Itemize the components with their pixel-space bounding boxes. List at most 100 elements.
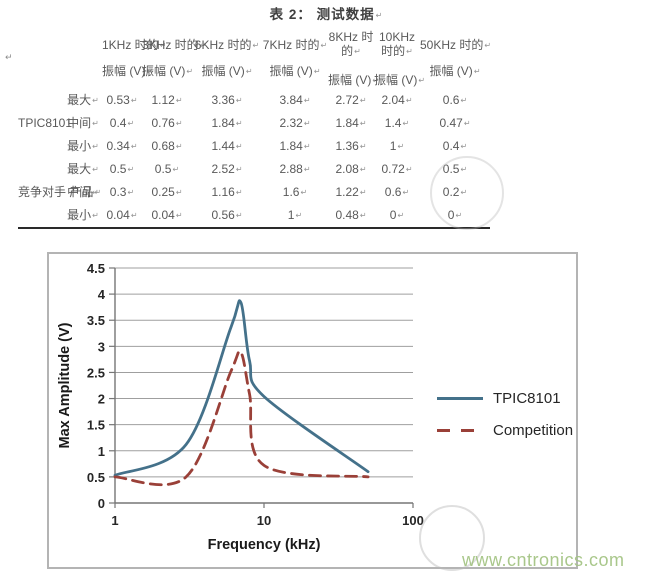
value-cell: 0.72↵ bbox=[381, 162, 413, 176]
value-cell: 0.04↵ bbox=[151, 208, 183, 222]
paragraph-mark: ↵ bbox=[460, 96, 468, 105]
paragraph-mark: ↵ bbox=[303, 165, 311, 174]
frequency-header-row: 1KHz 时的↵ 3KHz 时的↵ 6KHz 时的↵ 7KHz 时的↵ 8KHz 时的↵… bbox=[18, 26, 491, 64]
stat-label: 最大↵ bbox=[67, 162, 99, 176]
stat-label: 最小↵ bbox=[67, 139, 99, 153]
value-cell: 0.76↵ bbox=[151, 116, 183, 130]
series-line-tpic8101 bbox=[113, 299, 370, 477]
table-row: 竞争对手 产品↵ 最大↵ 0.5↵ 0.5↵ 2.52↵ 2.88↵ 2.08↵ 0.72↵ 0… bbox=[18, 158, 490, 199]
watermark-logo-circle-chart bbox=[419, 505, 485, 571]
value-cell: 1.4↵ bbox=[384, 116, 410, 130]
x-tick-label: 1 bbox=[111, 513, 118, 528]
legend-line-sample bbox=[437, 429, 483, 432]
amp-header: 振幅 (V)↵ bbox=[328, 73, 380, 87]
freq-header: 8KHz 时的↵ bbox=[328, 30, 374, 58]
paragraph-mark: ↵ bbox=[359, 96, 367, 105]
table-row: 中间↵ 0.3↵ 0.25↵ 1.16↵ 1.6↵ 1.22↵ 0.6↵ 0.2↵ bbox=[18, 181, 490, 204]
table-row: 中间↵ 0.4↵ 0.76↵ 1.84↵ 2.32↵ 1.84↵ 1.4↵ 0.47↵ bbox=[18, 112, 490, 135]
corner-cell bbox=[18, 26, 64, 64]
y-tick-label: 3.5 bbox=[87, 313, 105, 328]
legend-line-sample bbox=[437, 397, 483, 400]
value-cell: 0.25↵ bbox=[151, 185, 183, 199]
paragraph-mark: ↵ bbox=[92, 142, 99, 151]
value-cell: 0.3↵ bbox=[109, 185, 135, 199]
stat-label: 最大↵ bbox=[67, 93, 99, 107]
paragraph-mark: ↵ bbox=[92, 211, 99, 220]
paragraph-mark: ↵ bbox=[300, 188, 308, 197]
paragraph-mark: ↵ bbox=[199, 40, 207, 50]
margin-paragraph-mark: ↵ bbox=[5, 52, 13, 62]
y-tick-label: 3 bbox=[98, 339, 105, 354]
chart-plot-svg: 0 0.5 1 1.5 2 2.5 3 3.5 4 4.5 1 10 100 Frequency (kHz… bbox=[57, 261, 424, 553]
paragraph-mark: ↵ bbox=[175, 96, 183, 105]
value-cell: 0.56↵ bbox=[211, 208, 243, 222]
amp-header: 振幅 (V)↵ bbox=[374, 73, 426, 87]
value-cell: 1.84↵ bbox=[211, 116, 243, 130]
y-tick-label: 1 bbox=[98, 444, 105, 459]
paragraph-mark: ↵ bbox=[130, 96, 138, 105]
amp-header: 振幅 (V)↵ bbox=[201, 64, 253, 78]
freq-header: 7KHz 时的↵ bbox=[262, 37, 328, 52]
y-tick-label: 4.5 bbox=[87, 261, 105, 276]
paragraph-mark: ↵ bbox=[252, 40, 260, 50]
x-tick-label: 100 bbox=[402, 513, 424, 528]
value-cell: 1↵ bbox=[389, 139, 405, 153]
paragraph-mark: ↵ bbox=[235, 119, 243, 128]
amplitude-header-row: 振幅 (V)↵ 振幅 (V)↵ 振幅 (V)↵ 振幅 (V)↵ 振幅 (V)↵ 振幅 (V… bbox=[18, 64, 490, 89]
watermark-logo-circle-table bbox=[430, 156, 504, 230]
paragraph-mark: ↵ bbox=[159, 40, 167, 50]
y-tick-label: 2.5 bbox=[87, 365, 105, 380]
series-line-competition bbox=[113, 349, 370, 487]
value-cell: 0.34↵ bbox=[106, 139, 138, 153]
value-cell: 0.5↵ bbox=[154, 162, 180, 176]
paragraph-mark: ↵ bbox=[473, 67, 481, 76]
paragraph-mark: ↵ bbox=[94, 188, 102, 197]
paragraph-mark: ↵ bbox=[175, 142, 183, 151]
value-cell: 3.84↵ bbox=[279, 93, 311, 107]
value-cell: 0.68↵ bbox=[151, 139, 183, 153]
table-row: 最小↵ 0.04↵ 0.04↵ 0.56↵ 1↵ 0.48↵ 0↵ 0↵ bbox=[18, 204, 490, 228]
paragraph-mark: ↵ bbox=[172, 165, 180, 174]
value-cell: 2.52↵ bbox=[211, 162, 243, 176]
paragraph-mark: ↵ bbox=[235, 211, 243, 220]
value-cell: 0.4↵ bbox=[442, 139, 468, 153]
paragraph-mark: ↵ bbox=[130, 211, 138, 220]
paragraph-mark: ↵ bbox=[127, 188, 135, 197]
value-cell: 1↵ bbox=[287, 208, 303, 222]
paragraph-mark: ↵ bbox=[397, 211, 405, 220]
freq-header: 1KHz 时的↵ bbox=[102, 37, 167, 52]
paragraph-mark: ↵ bbox=[397, 142, 405, 151]
watermark-url: www.cntronics.com bbox=[462, 550, 625, 570]
value-cell: 2.72↵ bbox=[335, 93, 367, 107]
stat-label: 中间↵ bbox=[67, 185, 99, 199]
paragraph-mark: ↵ bbox=[186, 67, 194, 76]
paragraph-mark: ↵ bbox=[127, 165, 135, 174]
y-tick-label: 0.5 bbox=[87, 470, 105, 485]
table-row: 最小↵ 0.34↵ 0.68↵ 1.44↵ 1.84↵ 1.36↵ 1↵ 0.4↵ bbox=[18, 135, 490, 158]
x-axis-title: Frequency (kHz) bbox=[208, 537, 321, 553]
value-cell: 0.4↵ bbox=[109, 116, 135, 130]
value-cell: 1.6↵ bbox=[282, 185, 308, 199]
stat-label: 中间↵ bbox=[67, 116, 99, 130]
value-cell: 0.04↵ bbox=[106, 208, 138, 222]
paragraph-mark: ↵ bbox=[313, 67, 321, 76]
legend-item-tpic8101: TPIC8101 bbox=[437, 390, 573, 407]
paragraph-mark: ↵ bbox=[92, 188, 99, 197]
paragraph-mark: ↵ bbox=[418, 76, 426, 85]
paragraph-mark: ↵ bbox=[303, 119, 311, 128]
value-cell: 0.6↵ bbox=[442, 93, 468, 107]
paragraph-mark: ↵ bbox=[175, 211, 183, 220]
value-cell: 1.84↵ bbox=[279, 139, 311, 153]
amp-header: 振幅 (V)↵ bbox=[429, 64, 481, 78]
value-cell: 1.12↵ bbox=[151, 93, 183, 107]
value-cell: 2.88↵ bbox=[279, 162, 311, 176]
amp-header: 振幅 (V)↵ bbox=[102, 64, 154, 78]
paragraph-mark: ↵ bbox=[245, 67, 253, 76]
paragraph-mark: ↵ bbox=[359, 119, 367, 128]
paragraph-mark: ↵ bbox=[359, 188, 367, 197]
paragraph-mark: ↵ bbox=[405, 96, 413, 105]
paragraph-mark: ↵ bbox=[175, 119, 183, 128]
value-cell: 1.22↵ bbox=[335, 185, 367, 199]
paragraph-mark: ↵ bbox=[359, 211, 367, 220]
